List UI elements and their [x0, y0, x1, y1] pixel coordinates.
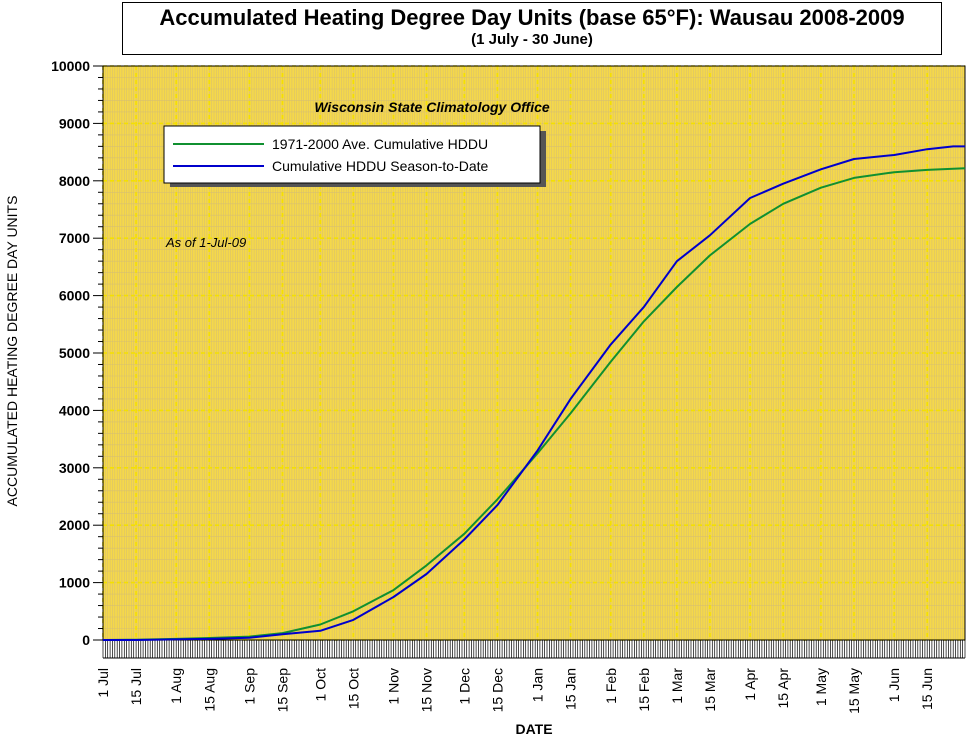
x-tick-label: 1 Sep: [241, 668, 257, 705]
y-axis: 0 1000 2000 3000 4000 5000 6000 7000 8000 9000 100…: [51, 58, 103, 648]
series-line-season: [103, 145, 965, 641]
x-tick-label: 1 Dec: [456, 668, 472, 705]
x-tick-label: 1 Nov: [385, 668, 401, 705]
legend: 1971-2000 Ave. Cumulative HDDU Cumulativ…: [163, 125, 546, 187]
y-tick-label: 4000: [59, 402, 90, 418]
x-tick-label: 15 Dec: [489, 668, 505, 712]
y-tick-label: 10000: [51, 58, 90, 74]
x-tick-label: 15 Jan: [563, 668, 579, 710]
x-tick-label: 1 Feb: [603, 668, 619, 704]
y-tick-label: 6000: [59, 288, 90, 304]
legend-label-average: 1971-2000 Ave. Cumulative HDDU: [272, 136, 488, 152]
series-line-average: [102, 167, 966, 641]
x-tick-label: 1 Jan: [530, 668, 546, 702]
y-tick-label: 5000: [59, 345, 90, 361]
legend-box: [163, 125, 541, 184]
as-of-annotation: As of 1-Jul-09: [165, 235, 246, 250]
x-tick-label: 15 May: [846, 668, 862, 714]
legend-label-season: Cumulative HDDU Season-to-Date: [272, 158, 489, 174]
y-tick-label: 1000: [59, 575, 90, 591]
x-tick-label: 15 Feb: [636, 668, 652, 712]
x-tick-label: 1 Apr: [742, 668, 758, 701]
x-tick-label: 15 Oct: [345, 668, 361, 709]
y-tick-label: 7000: [59, 230, 90, 246]
y-tick-label: 3000: [59, 460, 90, 476]
x-tick-label: 15 Sep: [274, 668, 290, 713]
y-tick-label: 0: [82, 632, 90, 648]
office-annotation: Wisconsin State Climatology Office: [314, 99, 550, 115]
chart-subtitle: (1 July - 30 June): [471, 31, 593, 48]
x-tick-label: 1 Mar: [669, 668, 685, 704]
x-tick-marks: [102, 640, 966, 658]
x-tick-label: 15 Mar: [702, 668, 718, 712]
x-tick-label: 1 Jun: [886, 668, 902, 702]
series-lines: [102, 145, 966, 641]
x-axis: 1 Jul 15 Jul 1 Aug 15 Aug 1 Sep 15 Sep 1 Oct 15…: [95, 640, 966, 714]
x-tick-label: 15 Jul: [128, 668, 144, 705]
x-tick-label: 1 Jul: [95, 668, 111, 698]
x-tick-label: 15 Jun: [919, 668, 935, 710]
x-tick-label: 15 Aug: [201, 668, 217, 712]
x-tick-label: 15 Nov: [419, 668, 435, 712]
x-tick-label: 1 Oct: [312, 668, 328, 702]
y-tick-label: 8000: [59, 173, 90, 189]
y-tick-label: 9000: [59, 115, 90, 131]
title-box: Accumulated Heating Degree Day Units (ba…: [122, 2, 942, 55]
chart-title: Accumulated Heating Degree Day Units (ba…: [159, 5, 905, 30]
x-axis-label: DATE: [515, 721, 553, 737]
x-tick-label: 1 May: [813, 668, 829, 706]
y-tick-label: 2000: [59, 517, 90, 533]
x-tick-label: 1 Aug: [168, 668, 184, 704]
x-tick-label: 15 Apr: [775, 668, 791, 709]
